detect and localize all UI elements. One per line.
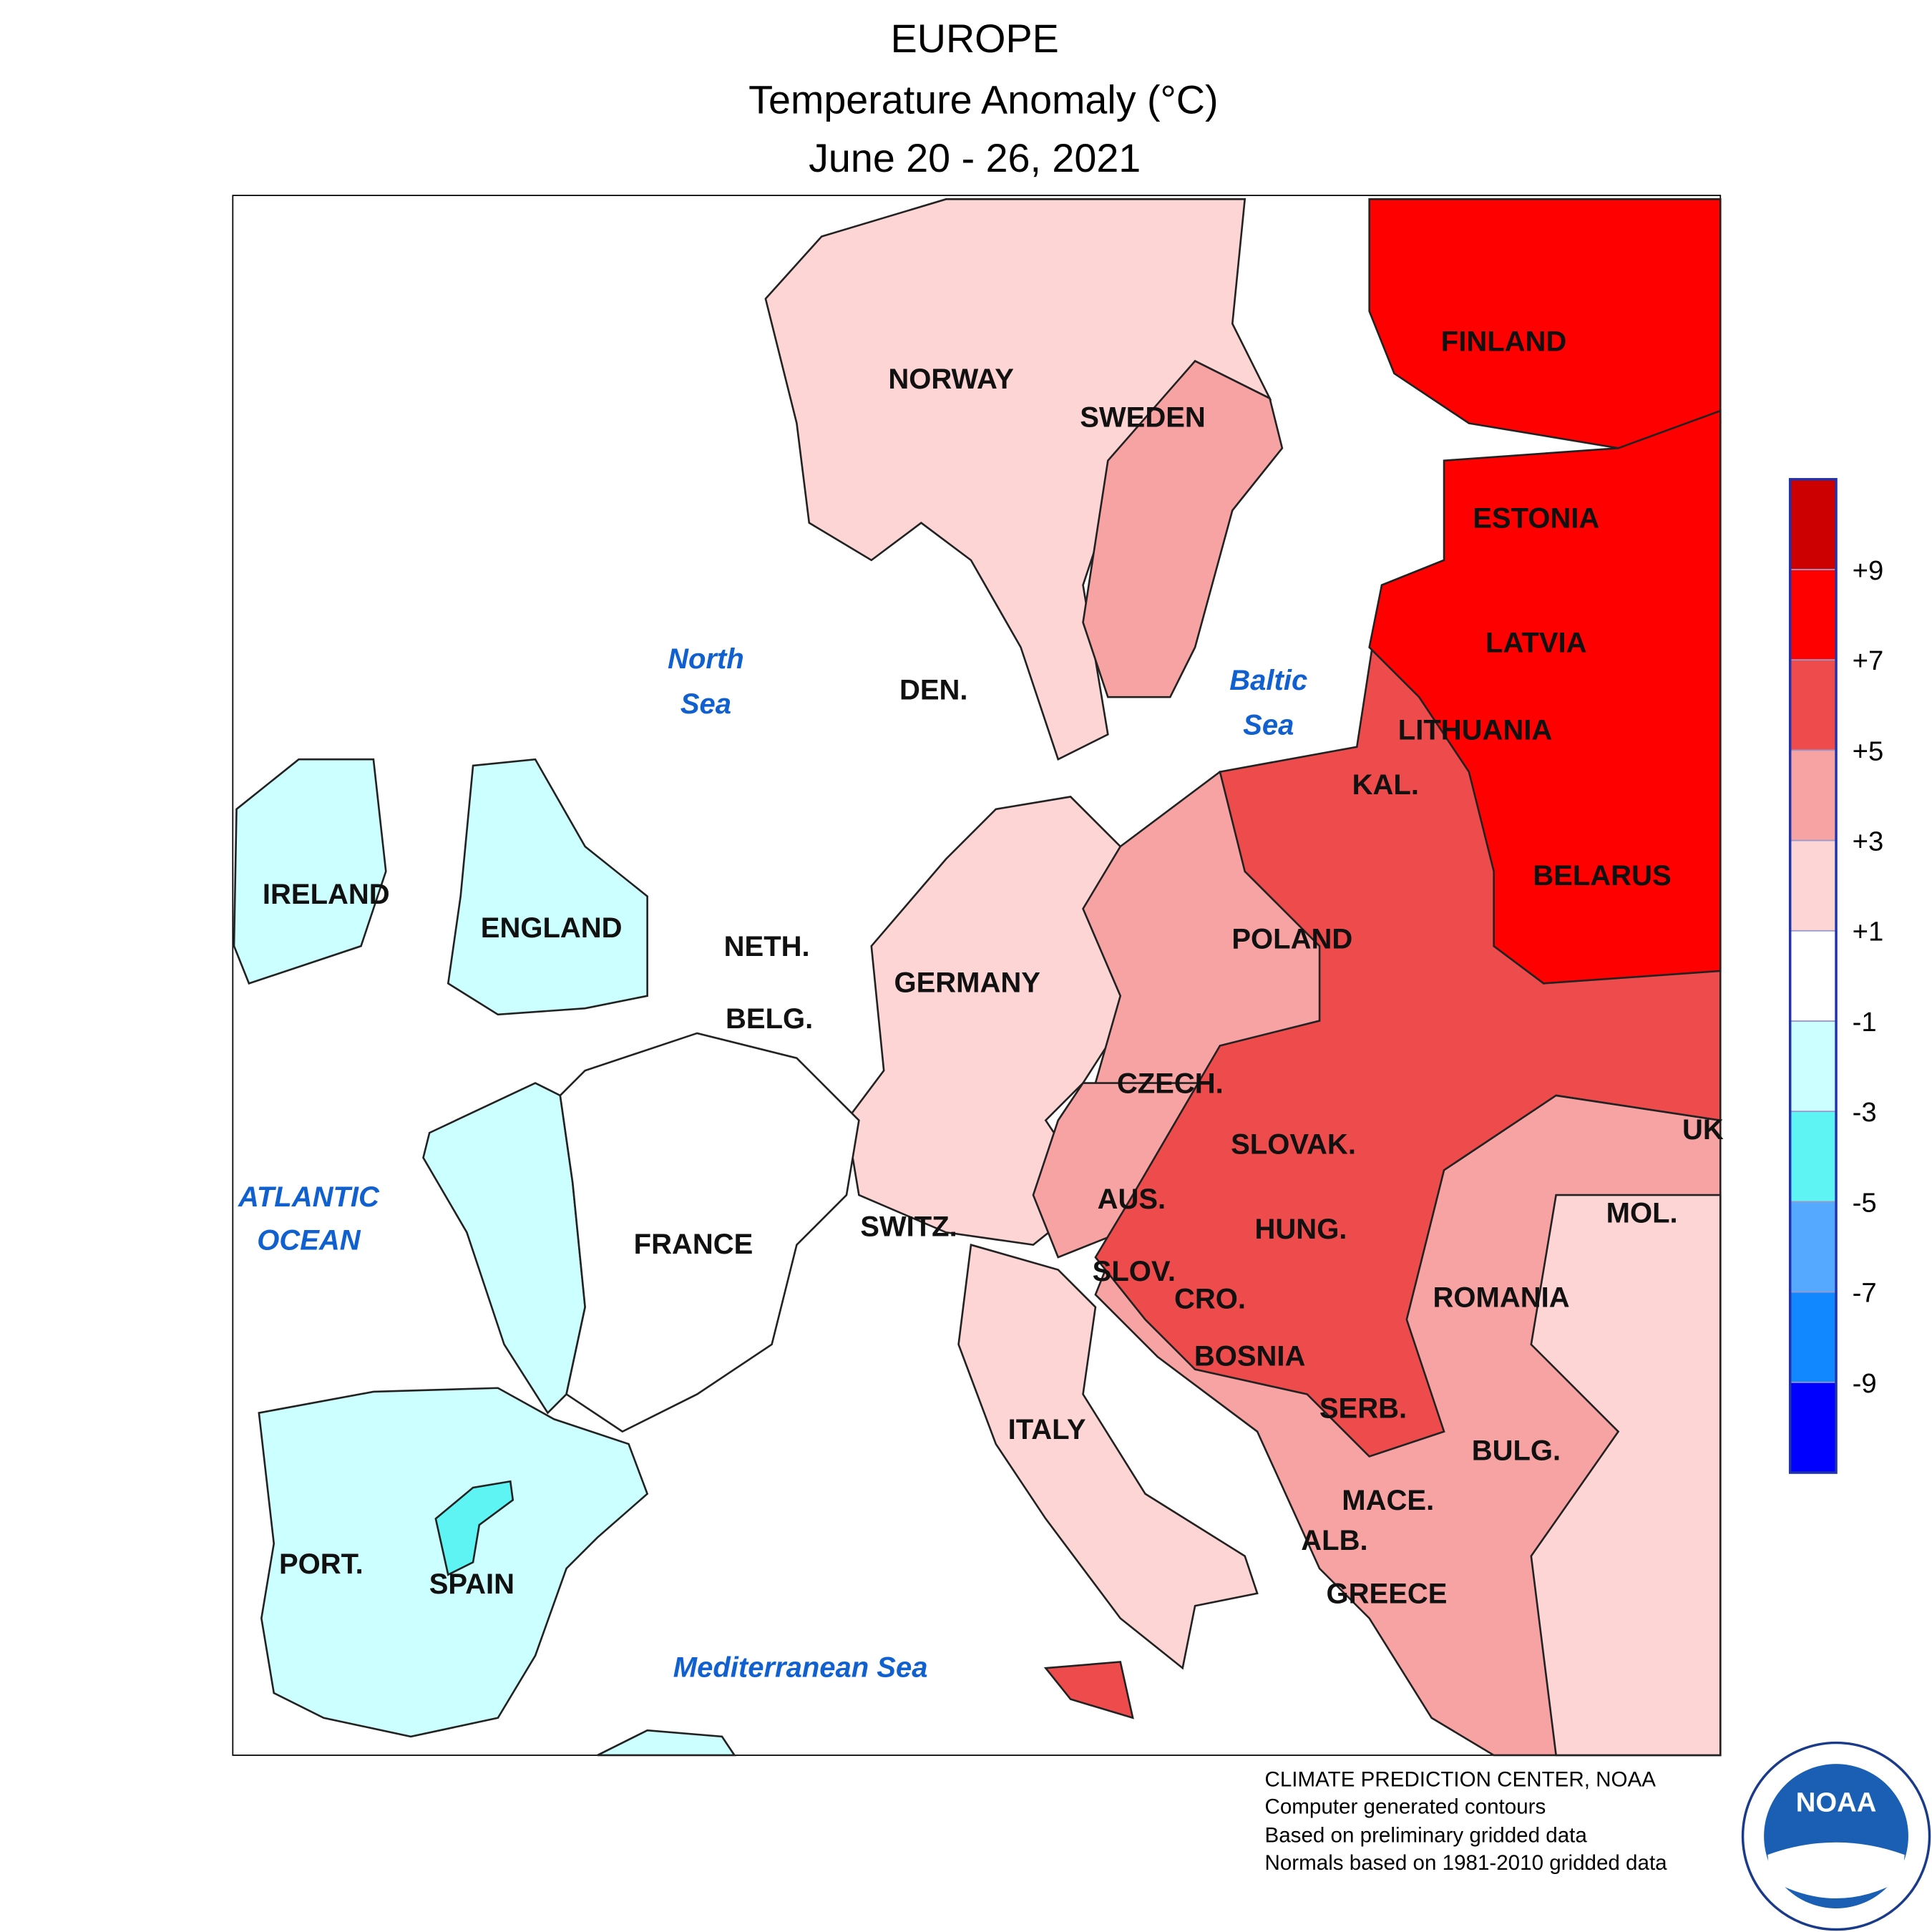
legend-label: +5 (1853, 736, 1884, 766)
footer-line: Based on preliminary gridded data (1265, 1824, 1588, 1848)
region (957, 1244, 1259, 1670)
country-label: SLOV. (1093, 1256, 1176, 1287)
country-label: UK (1682, 1114, 1724, 1146)
country-label: GREECE (1327, 1579, 1448, 1610)
country-label: CZECH. (1117, 1068, 1224, 1099)
legend-swatch (1789, 569, 1837, 661)
country-label: KAL. (1352, 769, 1419, 801)
region (1082, 359, 1284, 698)
country-label: CRO. (1174, 1283, 1246, 1314)
country-label: FRANCE (634, 1229, 753, 1260)
legend-swatch (1789, 659, 1837, 751)
legend-label: +7 (1853, 645, 1884, 676)
country-label: SWEDEN (1080, 402, 1206, 434)
title: EUROPE (891, 16, 1059, 61)
country-label: LITHUANIA (1398, 714, 1553, 746)
sea-label: ATLANTIC (238, 1181, 380, 1213)
country-label: NETH. (724, 931, 810, 962)
region (1368, 198, 1722, 449)
region (559, 1032, 860, 1433)
legend-label: -5 (1853, 1187, 1877, 1218)
legend-frame (1788, 478, 1838, 1474)
country-label: FINLAND (1441, 326, 1567, 358)
logo-text: NOAA (1796, 1787, 1877, 1818)
country-label: SERB. (1319, 1393, 1407, 1425)
legend-label: -9 (1853, 1368, 1877, 1399)
country-label: SLOVAK. (1231, 1129, 1356, 1161)
region (233, 758, 387, 985)
region (434, 1480, 514, 1576)
legend-label: +9 (1853, 555, 1884, 586)
legend-swatch (1789, 1201, 1837, 1293)
region (597, 1729, 736, 1757)
country-label: BOSNIA (1194, 1340, 1306, 1372)
legend-label: -3 (1853, 1097, 1877, 1128)
country-label: POLAND (1231, 924, 1352, 955)
country-label: BULG. (1472, 1435, 1561, 1467)
footer-line: CLIMATE PREDICTION CENTER, NOAA (1265, 1767, 1657, 1791)
footer: CLIMATE PREDICTION CENTER, NOAA Computer… (1265, 1767, 1668, 1875)
sea-label: Sea (1243, 709, 1294, 741)
country-label: NORWAY (888, 364, 1014, 395)
sea-label: North (668, 643, 744, 675)
legend-swatch (1789, 1381, 1837, 1473)
country-label: ESTONIA (1473, 503, 1599, 535)
legend-swatch (1789, 1111, 1837, 1203)
region (447, 758, 648, 1016)
legend-swatch (1789, 930, 1837, 1022)
legend-swatch (1789, 1020, 1837, 1113)
country-label: SWITZ. (860, 1211, 957, 1243)
legend-swatch (1789, 478, 1837, 570)
legend-label: -1 (1853, 1007, 1877, 1038)
region (1043, 1661, 1134, 1719)
sea-label: Baltic (1229, 665, 1307, 696)
country-label: BELARUS (1533, 860, 1671, 892)
subtitle: Temperature Anomaly (°C) (748, 77, 1218, 122)
sea-label: OCEAN (257, 1225, 361, 1257)
legend-label: +3 (1853, 826, 1884, 857)
anomaly-regions (233, 198, 1722, 1757)
country-label: MACE. (1342, 1485, 1434, 1516)
footer-line: Computer generated contours (1265, 1795, 1546, 1819)
region (1368, 409, 1722, 985)
footer-line: Normals based on 1981-2010 gridded data (1265, 1851, 1668, 1875)
legend-swatch (1789, 749, 1837, 841)
country-label: ENGLAND (481, 912, 623, 944)
country-label: HUNG. (1255, 1214, 1347, 1245)
country-label: SPAIN (429, 1568, 514, 1600)
country-label: MOL. (1606, 1197, 1678, 1229)
country-label: PORT. (279, 1548, 364, 1580)
country-label: LATVIA (1485, 628, 1586, 659)
map (232, 195, 1722, 1757)
noaa-logo: NOAA (1741, 1741, 1931, 1931)
legend-label: +1 (1853, 917, 1884, 947)
country-label: ALB. (1301, 1525, 1367, 1556)
map-labels: FINLAND NORWAY SWEDEN ESTONIA LATVIA LITHUANI… (238, 326, 1724, 1684)
country-label: ITALY (1008, 1414, 1086, 1445)
legend-swatch (1789, 839, 1837, 932)
legend: +9 +7 +5 +3 +1 -1 -3 -5 -7 -9 (1788, 478, 1884, 1474)
country-label: IRELAND (263, 879, 390, 910)
country-label: ROMANIA (1433, 1282, 1570, 1314)
country-label: GERMANY (894, 967, 1041, 999)
country-label: BELG. (726, 1003, 813, 1035)
country-label: DEN. (899, 675, 968, 706)
period: June 20 - 26, 2021 (809, 136, 1141, 180)
sea-label: Sea (680, 688, 731, 720)
sea-label: Mediterranean Sea (673, 1652, 928, 1683)
country-label: AUS. (1098, 1184, 1166, 1215)
region (1530, 1194, 1722, 1757)
legend-swatch (1789, 1291, 1837, 1383)
legend-label: -7 (1853, 1278, 1877, 1309)
